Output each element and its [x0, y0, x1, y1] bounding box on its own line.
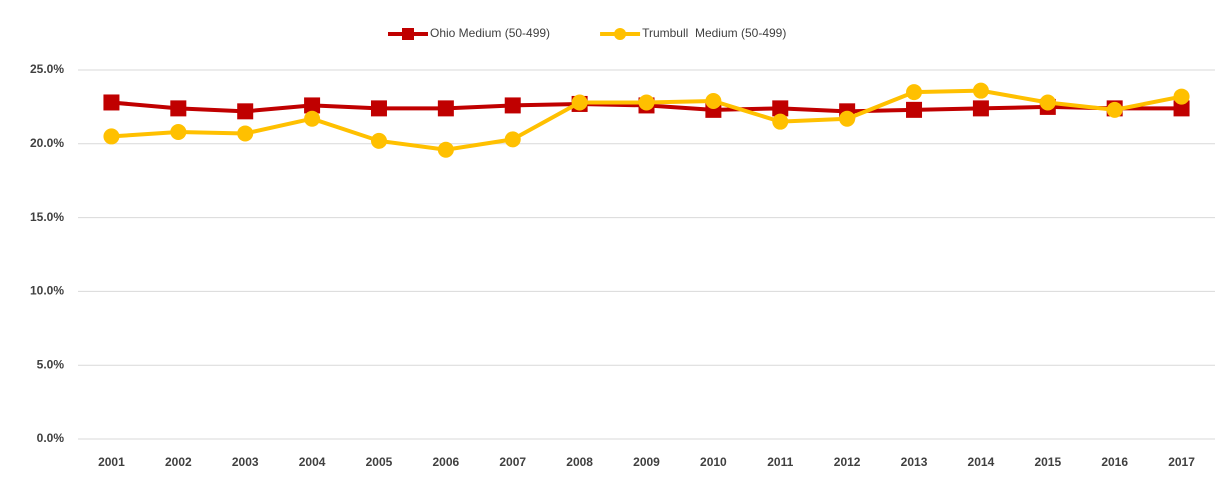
- x-tick-label: 2003: [232, 455, 259, 469]
- y-tick-label: 20.0%: [30, 136, 64, 150]
- y-tick-label: 0.0%: [37, 431, 65, 445]
- x-tick-label: 2016: [1101, 455, 1128, 469]
- y-tick-label: 25.0%: [30, 62, 64, 76]
- legend-label: Ohio Medium (50-499): [430, 26, 550, 40]
- data-point: [1173, 100, 1190, 117]
- data-point: [437, 141, 454, 158]
- data-point: [103, 128, 120, 145]
- data-point: [237, 125, 254, 142]
- x-tick-label: 2002: [165, 455, 192, 469]
- y-tick-label: 5.0%: [37, 357, 65, 371]
- data-point: [304, 97, 321, 114]
- x-tick-label: 2011: [767, 455, 793, 469]
- x-tick-label: 2012: [834, 455, 861, 469]
- data-point: [972, 82, 989, 99]
- y-tick-label: 15.0%: [30, 210, 64, 224]
- legend-label: Trumbull Medium (50-499): [642, 26, 786, 40]
- data-point: [705, 92, 722, 109]
- data-point: [1039, 94, 1056, 111]
- data-point: [906, 84, 923, 101]
- data-point: [772, 100, 789, 117]
- x-tick-label: 2013: [901, 455, 928, 469]
- data-point: [370, 100, 387, 117]
- data-point: [972, 100, 989, 117]
- x-tick-label: 2014: [968, 455, 995, 469]
- data-point: [1106, 101, 1123, 118]
- data-point: [170, 123, 187, 140]
- x-tick-label: 2015: [1034, 455, 1061, 469]
- data-point: [1173, 88, 1190, 105]
- data-point: [906, 101, 923, 118]
- data-point: [437, 100, 454, 117]
- legend-marker: [614, 28, 627, 40]
- data-point: [638, 94, 655, 111]
- y-tick-label: 10.0%: [30, 284, 64, 298]
- data-point: [237, 103, 254, 120]
- x-tick-label: 2001: [98, 455, 125, 469]
- data-point: [504, 131, 521, 148]
- x-tick-label: 2006: [433, 455, 460, 469]
- data-point: [571, 94, 588, 111]
- x-tick-label: 2010: [700, 455, 727, 469]
- data-point: [304, 110, 321, 127]
- x-tick-label: 2017: [1168, 455, 1195, 469]
- x-tick-label: 2008: [566, 455, 593, 469]
- data-point: [370, 132, 387, 149]
- x-tick-label: 2009: [633, 455, 660, 469]
- data-point: [772, 113, 789, 130]
- data-point: [504, 97, 521, 114]
- data-point: [170, 100, 187, 117]
- x-tick-label: 2005: [366, 455, 393, 469]
- legend-marker: [402, 28, 414, 40]
- x-tick-label: 2004: [299, 455, 326, 469]
- data-point: [839, 110, 856, 127]
- data-point: [103, 94, 120, 111]
- x-tick-label: 2007: [499, 455, 526, 469]
